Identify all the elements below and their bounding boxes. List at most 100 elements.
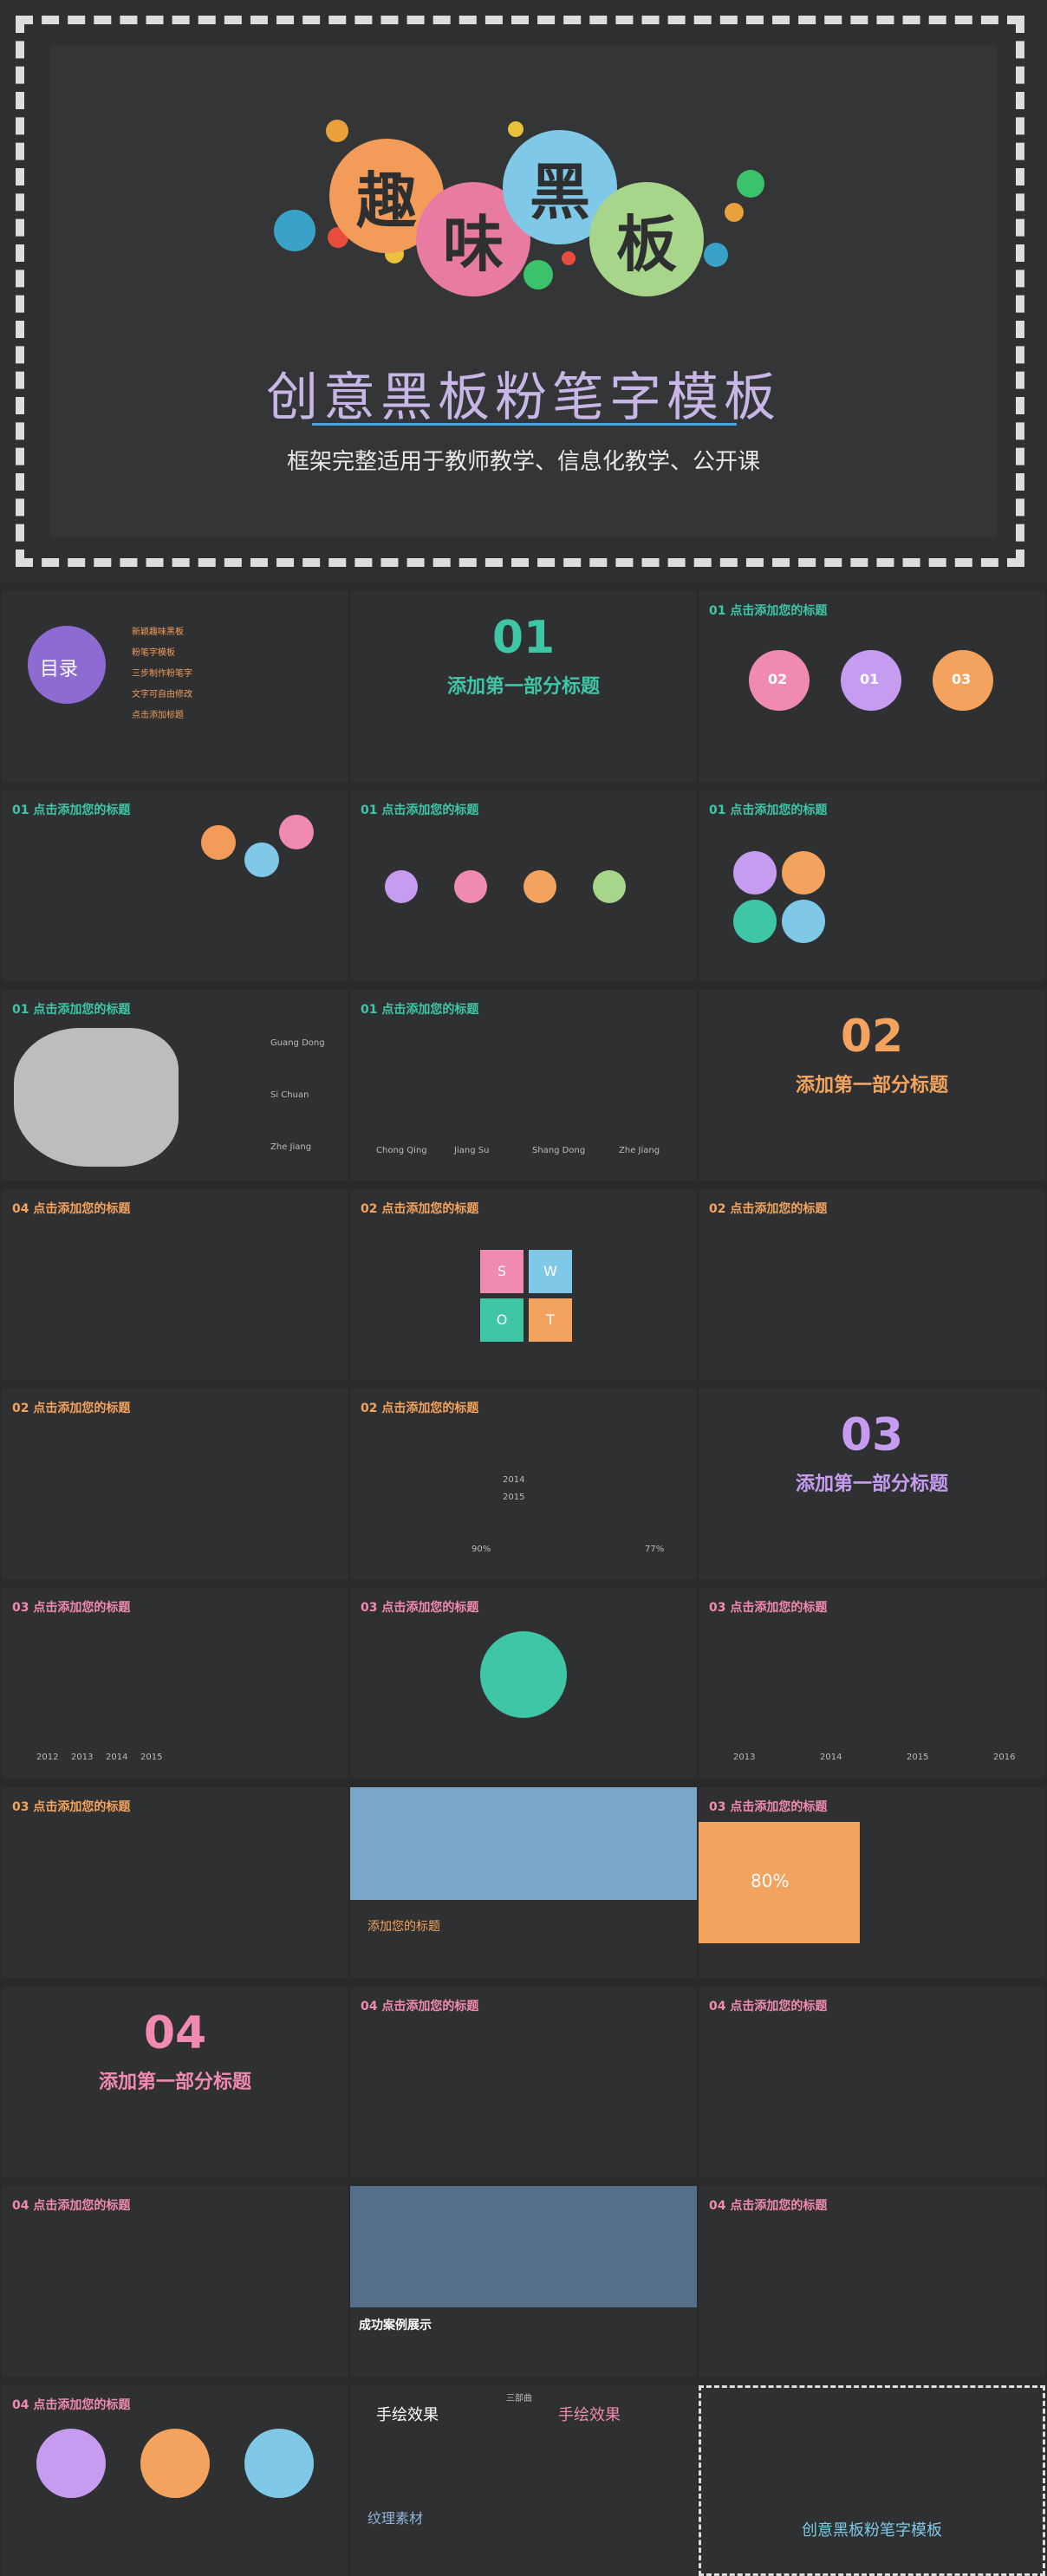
province-label: Guang Dong: [270, 1038, 325, 1048]
pie-percent: 80%: [751, 1870, 790, 1891]
toc-item-3: 三步制作粉笔字: [132, 669, 192, 679]
slide-ring-chain[interactable]: 03 点击添加您的标题: [2, 1787, 348, 1978]
province-label: Chong Qing: [376, 1146, 427, 1155]
cover-slide: 趣 味 黑 板 创意黑板粉笔字模板 框架完整适用于教师教学、信息化教学、公开课: [0, 0, 1047, 582]
photo-collage: [350, 1787, 697, 1900]
slide-pie[interactable]: 03 点击添加您的标题 80%: [699, 1787, 1045, 1978]
slide-section-04[interactable]: 04 添加第一部分标题: [2, 1987, 348, 2177]
slide-header: 04 点击添加您的标题: [12, 1202, 131, 1216]
decor-dot: [524, 260, 553, 289]
slide-header: 04 点击添加您的标题: [361, 2000, 479, 2013]
toc-item-4: 文字可自由修改: [132, 690, 192, 699]
slide-header: 03 点击添加您的标题: [361, 1601, 479, 1615]
slide-timeline[interactable]: 03 点击添加您的标题 2013 2014 2015 2016: [699, 1588, 1045, 1779]
toc-item-2: 粉笔字模板: [132, 648, 175, 658]
case-photos: [350, 2186, 697, 2307]
swot-w: W: [529, 1250, 572, 1293]
slide-toc[interactable]: 目录 新颖趣味黑板 粉笔字模板 三步制作粉笔字 文字可自由修改 点击添加标题: [2, 591, 348, 782]
slide-success-case[interactable]: 成功案例展示: [350, 2186, 697, 2377]
main-title: 创意黑板粉笔字模板: [266, 368, 781, 428]
steps-label: 三部曲: [506, 2394, 532, 2404]
slide-header: 01 点击添加您的标题: [361, 803, 479, 817]
chalk-frame: [16, 16, 1024, 567]
toc-item-1: 新颖趣味黑板: [132, 628, 184, 637]
year-label: 2016: [993, 1753, 1016, 1762]
slide-icons-circle[interactable]: 04 点击添加您的标题: [2, 2186, 348, 2377]
year-label: 2014: [820, 1753, 842, 1762]
section-number: 03: [840, 1409, 904, 1461]
decor-dot: [737, 170, 764, 198]
slide-chain[interactable]: 01 点击添加您的标题: [350, 790, 697, 981]
slide-header: 03 点击添加您的标题: [709, 1601, 828, 1615]
decor-dot: [562, 251, 576, 265]
slide-section-01[interactable]: 01 添加第一部分标题: [350, 591, 697, 782]
slide-peaks[interactable]: 03 点击添加您的标题 2012 2013 2014 2015: [2, 1588, 348, 1779]
section-number: 04: [143, 2007, 207, 2059]
growth-value: 90%: [471, 1545, 491, 1554]
section-title: 添加第一部分标题: [795, 1075, 948, 1096]
section-title: 添加第一部分标题: [795, 1473, 948, 1495]
slide-header: 02 点击添加您的标题: [361, 1202, 479, 1216]
slide-header: 04 点击添加您的标题: [12, 2199, 131, 2213]
texture-title: 纹理素材: [367, 2510, 424, 2527]
decor-dot: [326, 120, 348, 142]
year-label: 2015: [503, 1493, 525, 1502]
case-title: 成功案例展示: [359, 2319, 432, 2332]
swot-o: O: [480, 1298, 524, 1342]
title-char-4: 板: [589, 182, 704, 296]
slide-header: 01 点击添加您的标题: [709, 803, 828, 817]
province-label: Si Chuan: [270, 1090, 309, 1100]
growth-value: 77%: [645, 1545, 665, 1554]
decor-dot: [704, 243, 728, 267]
title-underline: [312, 423, 737, 426]
slide-tree[interactable]: 01 点击添加您的标题: [2, 790, 348, 981]
slide-header: 02 点击添加您的标题: [709, 1202, 828, 1216]
province-label: Shang Dong: [532, 1146, 586, 1155]
slide-x-diagram[interactable]: 04 点击添加您的标题: [350, 1987, 697, 2177]
slide-closing[interactable]: 创意黑板粉笔字模板: [699, 2385, 1045, 2576]
province-label: Zhe Jiang: [619, 1146, 660, 1155]
cover-board: [50, 45, 997, 537]
slide-head-silhouette[interactable]: 02 点击添加您的标题: [699, 1189, 1045, 1380]
section-number: 02: [840, 1011, 904, 1063]
china-map: [14, 1028, 179, 1167]
slide-medals[interactable]: 01 点击添加您的标题 02 01 03: [699, 591, 1045, 782]
year-label: 2013: [71, 1753, 94, 1762]
slide-provinces[interactable]: 01 点击添加您的标题 Chong Qing Jiang Su Shang Do…: [350, 990, 697, 1181]
slide-header: 03 点击添加您的标题: [12, 1800, 131, 1814]
slide-circles-list[interactable]: 04 点击添加您的标题: [2, 1189, 348, 1380]
year-label: 2012: [36, 1753, 59, 1762]
decor-dot: [508, 121, 524, 137]
slide-header: 01 点击添加您的标题: [12, 1003, 131, 1017]
slide-section-02[interactable]: 02 添加第一部分标题: [699, 990, 1045, 1181]
slide-four-parts[interactable]: 03 点击添加您的标题: [350, 1588, 697, 1779]
slide-photo-grid[interactable]: 添加您的标题: [350, 1787, 697, 1978]
slide-growth[interactable]: 02 点击添加您的标题 2014 2015 90% 77%: [350, 1389, 697, 1579]
pie-panel: [699, 1822, 860, 1943]
medal-label: 02: [768, 671, 788, 687]
decor-dot: [725, 203, 744, 222]
slide-grid-circles[interactable]: 01 点击添加您的标题: [699, 790, 1045, 981]
slide-pyramid[interactable]: 02 点击添加您的标题: [2, 1389, 348, 1579]
year-label: 2014: [106, 1753, 128, 1762]
slide-header: 02 点击添加您的标题: [361, 1402, 479, 1415]
slide-header: 01 点击添加您的标题: [709, 604, 828, 618]
slide-ribbons[interactable]: 04 点击添加您的标题: [699, 1987, 1045, 2177]
year-label: 2015: [140, 1753, 163, 1762]
section-number: 01: [491, 612, 556, 664]
section-title: 添加第一部分标题: [446, 676, 600, 698]
year-label: 2014: [503, 1475, 525, 1485]
slide-swot[interactable]: 02 点击添加您的标题 S W O T: [350, 1189, 697, 1380]
province-label: Jiang Su: [454, 1146, 490, 1155]
slide-steps[interactable]: 三部曲 手绘效果 手绘效果 纹理素材: [350, 2385, 697, 2576]
swot-t: T: [529, 1298, 572, 1342]
slide-map[interactable]: 01 点击添加您的标题 Guang Dong Si Chuan Zhe Jian…: [2, 990, 348, 1181]
closing-title: 创意黑板粉笔字模板: [802, 2521, 942, 2540]
slide-section-03[interactable]: 03 添加第一部分标题: [699, 1389, 1045, 1579]
slide-diamond[interactable]: 04 点击添加您的标题: [699, 2186, 1045, 2377]
swot-s: S: [480, 1250, 524, 1293]
slide-three-circles[interactable]: 04 点击添加您的标题: [2, 2385, 348, 2576]
medal-label: 01: [860, 671, 880, 687]
steps-right: 手绘效果: [558, 2406, 621, 2424]
slide-header: 03 点击添加您的标题: [709, 1800, 828, 1814]
